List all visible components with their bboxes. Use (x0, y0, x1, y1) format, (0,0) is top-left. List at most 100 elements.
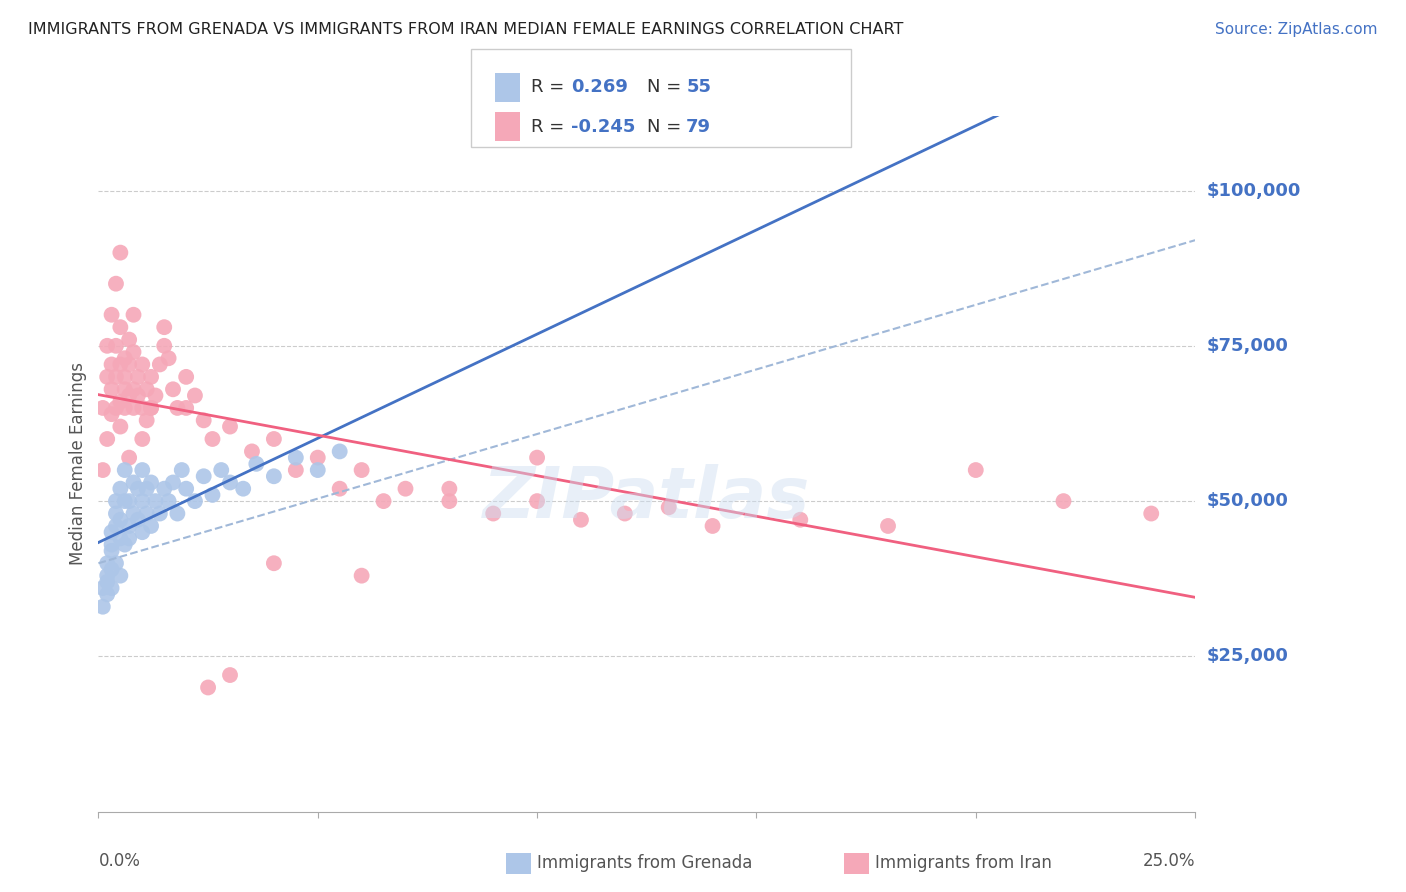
Point (526, 494, 548, 508)
Point (394, 482, 416, 496)
Point (131, 494, 153, 508)
Y-axis label: Median Female Earnings: Median Female Earnings (69, 362, 87, 566)
Point (329, 444, 352, 458)
Point (114, 494, 136, 508)
Point (110, 532, 132, 546)
Point (114, 538, 136, 552)
Point (658, 500, 681, 515)
Point (91, 581, 114, 595)
Point (96, 369, 118, 384)
Point (201, 488, 224, 502)
Point (104, 369, 127, 384)
Point (91, 599, 114, 614)
Point (166, 507, 188, 521)
Point (174, 401, 197, 415)
Point (174, 482, 197, 496)
Point (193, 413, 215, 427)
Point (96, 339, 118, 353)
Point (100, 382, 122, 396)
Point (162, 382, 184, 396)
Point (1052, 494, 1074, 508)
Point (193, 469, 215, 483)
Point (100, 562, 122, 576)
Text: $50,000: $50,000 (1206, 492, 1288, 510)
Point (104, 519, 127, 533)
Point (307, 450, 329, 465)
Point (118, 494, 141, 508)
Point (263, 432, 285, 446)
Point (114, 463, 136, 477)
Point (100, 538, 122, 552)
Point (104, 277, 127, 291)
Point (110, 568, 132, 582)
Point (110, 320, 132, 334)
Point (965, 463, 987, 477)
Point (145, 388, 167, 402)
Text: 0.269: 0.269 (571, 78, 627, 96)
Point (127, 388, 149, 402)
Point (100, 525, 122, 540)
Point (145, 494, 167, 508)
Point (157, 351, 180, 366)
Point (96, 432, 118, 446)
Point (350, 463, 373, 477)
Point (131, 401, 153, 415)
Point (139, 369, 162, 384)
Point (131, 463, 153, 477)
Point (96, 574, 118, 589)
Point (232, 482, 254, 496)
Text: N =: N = (647, 118, 686, 136)
Point (104, 339, 127, 353)
Point (201, 432, 224, 446)
Point (149, 358, 172, 372)
Point (122, 382, 145, 396)
Point (104, 507, 127, 521)
Point (350, 568, 373, 582)
Point (114, 382, 136, 396)
Point (110, 513, 132, 527)
Text: 25.0%: 25.0% (1143, 852, 1195, 870)
Point (127, 513, 149, 527)
Text: Immigrants from Grenada: Immigrants from Grenada (537, 855, 752, 872)
Point (135, 507, 157, 521)
Point (373, 494, 395, 508)
Point (139, 401, 162, 415)
Point (110, 394, 132, 409)
Point (135, 382, 157, 396)
Point (197, 681, 219, 695)
Point (122, 308, 145, 322)
Point (184, 494, 207, 508)
Point (100, 543, 122, 558)
Point (127, 482, 149, 496)
Point (114, 351, 136, 366)
Point (170, 463, 193, 477)
Point (118, 450, 141, 465)
Text: ZIPatlas: ZIPatlas (484, 464, 810, 533)
Text: $75,000: $75,000 (1206, 337, 1288, 355)
Point (789, 513, 811, 527)
Point (184, 388, 207, 402)
Point (157, 494, 180, 508)
Point (149, 507, 172, 521)
Point (1140, 507, 1163, 521)
Point (122, 475, 145, 490)
Point (96, 568, 118, 582)
Point (110, 482, 132, 496)
Point (569, 513, 592, 527)
Point (110, 245, 132, 260)
Point (139, 475, 162, 490)
Point (263, 556, 285, 570)
Point (219, 475, 242, 490)
Point (613, 507, 636, 521)
Point (118, 519, 141, 533)
Text: 79: 79 (686, 118, 711, 136)
Point (439, 494, 461, 508)
Point (110, 419, 132, 434)
Point (135, 482, 157, 496)
Text: R =: R = (531, 78, 571, 96)
Point (263, 469, 285, 483)
Point (329, 482, 352, 496)
Point (209, 463, 232, 477)
Text: R =: R = (531, 118, 571, 136)
Text: N =: N = (647, 78, 686, 96)
